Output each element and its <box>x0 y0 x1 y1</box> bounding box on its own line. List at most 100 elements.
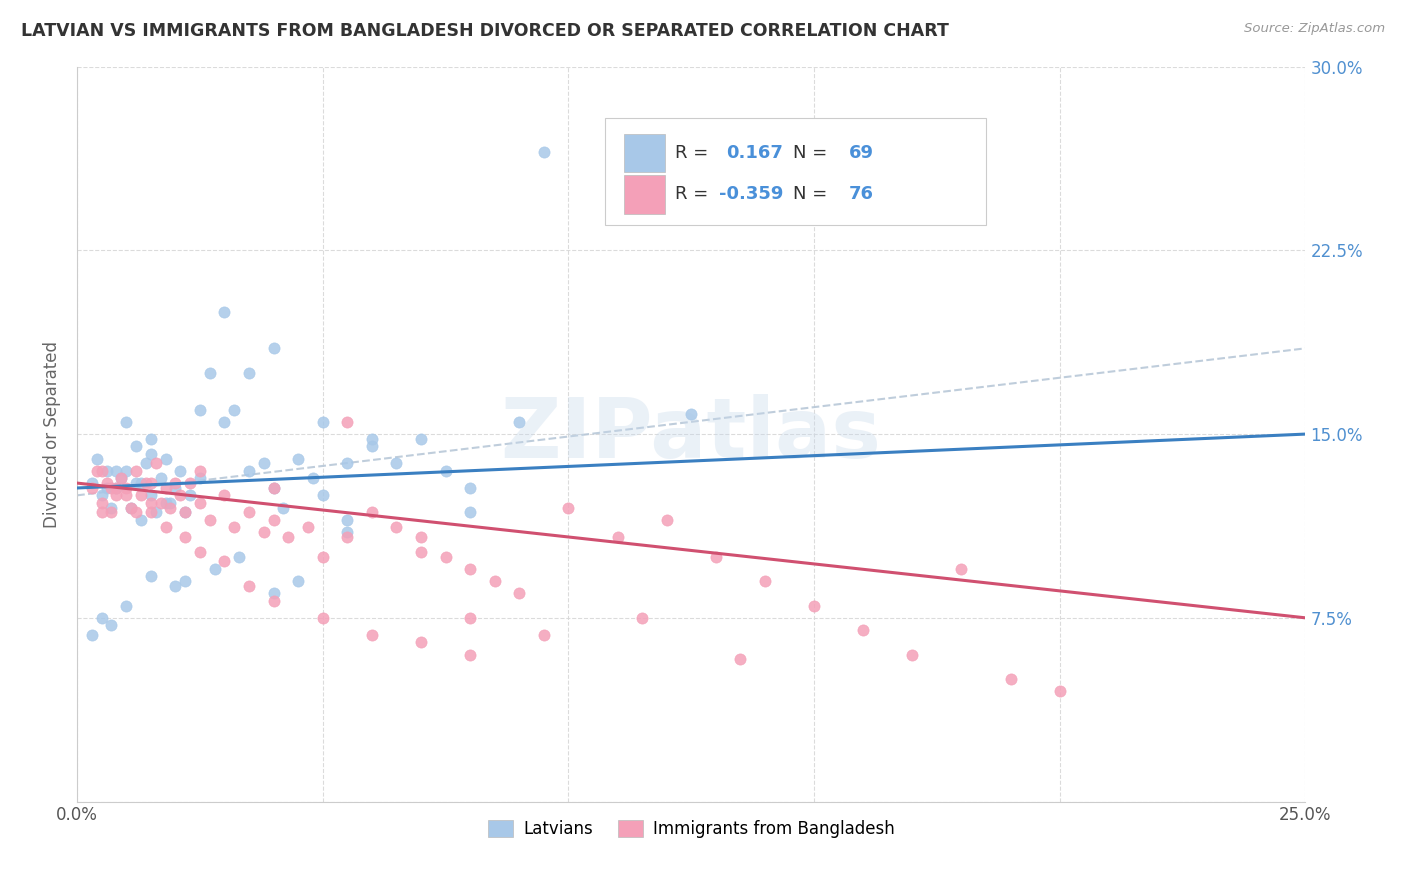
Point <box>96 476 118 491</box>
Point <box>120 500 142 515</box>
Point <box>458 648 481 662</box>
Point <box>165 579 187 593</box>
Point <box>312 611 335 625</box>
Point <box>159 496 181 510</box>
Point <box>263 513 285 527</box>
Point <box>263 481 285 495</box>
Point <box>174 530 197 544</box>
Point <box>188 471 211 485</box>
Point <box>277 530 299 544</box>
Point <box>434 549 457 564</box>
Point <box>754 574 776 588</box>
Point <box>214 415 236 429</box>
Legend: Latvians, Immigrants from Bangladesh: Latvians, Immigrants from Bangladesh <box>481 814 901 845</box>
Point <box>336 457 359 471</box>
Point <box>224 520 246 534</box>
Point <box>901 648 924 662</box>
Point <box>606 530 628 544</box>
Point <box>96 464 118 478</box>
Point <box>458 611 481 625</box>
Point <box>253 457 276 471</box>
Point <box>145 457 167 471</box>
Point <box>852 623 875 637</box>
Point <box>336 513 359 527</box>
Point <box>336 525 359 540</box>
Point <box>228 549 250 564</box>
Point <box>533 145 555 160</box>
Point <box>263 342 285 356</box>
Point <box>174 506 197 520</box>
Point <box>90 496 112 510</box>
Point <box>80 628 103 642</box>
FancyBboxPatch shape <box>605 118 986 225</box>
Point <box>100 481 122 495</box>
Point <box>115 599 138 613</box>
Text: LATVIAN VS IMMIGRANTS FROM BANGLADESH DIVORCED OR SEPARATED CORRELATION CHART: LATVIAN VS IMMIGRANTS FROM BANGLADESH DI… <box>21 22 949 40</box>
Point <box>129 513 152 527</box>
Point <box>100 500 122 515</box>
Text: N =: N = <box>793 185 834 202</box>
Point <box>115 464 138 478</box>
Point <box>165 481 187 495</box>
Point <box>336 530 359 544</box>
Point <box>155 520 177 534</box>
Point <box>409 544 432 558</box>
Point <box>484 574 506 588</box>
Point <box>120 500 142 515</box>
Point <box>409 635 432 649</box>
FancyBboxPatch shape <box>624 176 665 213</box>
Point <box>297 520 319 534</box>
Point <box>169 488 191 502</box>
Point <box>90 488 112 502</box>
Point <box>204 562 226 576</box>
Text: 76: 76 <box>848 185 873 202</box>
Point <box>139 447 162 461</box>
Y-axis label: Divorced or Separated: Divorced or Separated <box>44 341 60 527</box>
Point <box>125 506 148 520</box>
Point <box>287 451 309 466</box>
Point <box>115 415 138 429</box>
Point <box>263 593 285 607</box>
Point <box>360 628 382 642</box>
Point <box>105 481 128 495</box>
Point <box>139 506 162 520</box>
Point <box>263 586 285 600</box>
FancyBboxPatch shape <box>624 134 665 172</box>
Point <box>1049 684 1071 698</box>
Point <box>149 496 172 510</box>
Point <box>155 481 177 495</box>
Point <box>458 481 481 495</box>
Point <box>159 500 181 515</box>
Point <box>96 481 118 495</box>
Point <box>458 506 481 520</box>
Point <box>188 496 211 510</box>
Text: R =: R = <box>675 185 714 202</box>
Point <box>198 366 221 380</box>
Point <box>312 488 335 502</box>
Point <box>110 471 132 485</box>
Point <box>86 451 108 466</box>
Point <box>188 464 211 478</box>
Point <box>238 579 260 593</box>
Point <box>273 500 295 515</box>
Point <box>557 500 579 515</box>
Point <box>681 408 703 422</box>
Point <box>115 481 138 495</box>
Point <box>238 464 260 478</box>
Point <box>125 464 148 478</box>
Point <box>115 488 138 502</box>
Point <box>336 415 359 429</box>
Point <box>174 574 197 588</box>
Point <box>165 476 187 491</box>
Point <box>458 562 481 576</box>
Point <box>287 574 309 588</box>
Point <box>155 496 177 510</box>
Point <box>145 506 167 520</box>
Point <box>704 549 727 564</box>
Point <box>90 611 112 625</box>
Point <box>110 471 132 485</box>
Text: N =: N = <box>793 144 834 161</box>
Point <box>312 549 335 564</box>
Point <box>312 415 335 429</box>
Point <box>139 569 162 583</box>
